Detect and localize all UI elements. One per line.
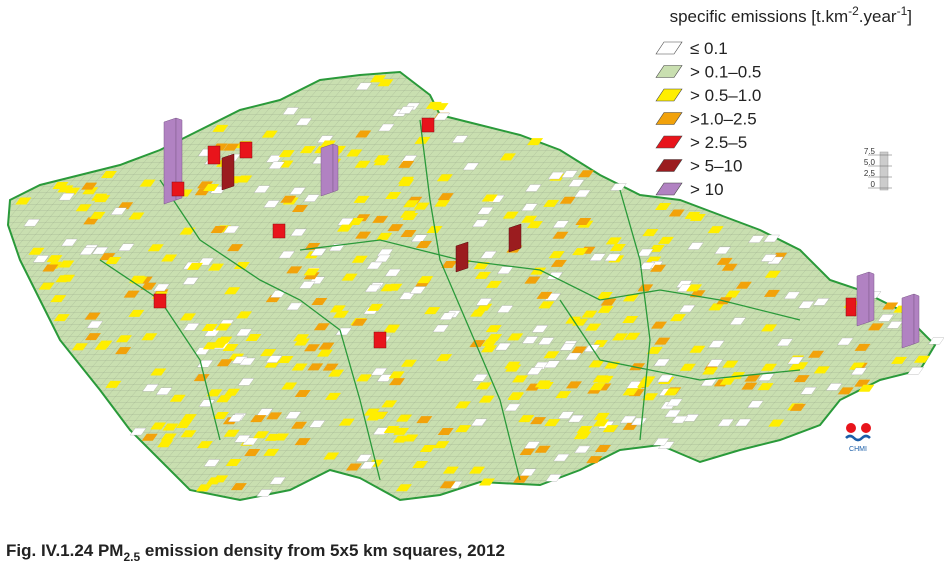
legend-label: > 2.5–5 (690, 133, 747, 152)
logo: CHMI (845, 423, 871, 453)
emission-tiles (15, 75, 944, 497)
legend-label: > 10 (690, 180, 724, 199)
legend-label: > 0.1–0.5 (690, 63, 761, 82)
legend-swatch (655, 182, 683, 196)
legend: ≤ 0.1 > 0.1–0.5 > 0.5–1.0 >1.0–2.5 > 2.5–5 > … (655, 39, 761, 199)
scale-label: 0 (871, 180, 876, 189)
legend-title: specific emissions [t.km-2.year-1] (670, 4, 912, 26)
legend-swatch (655, 88, 683, 102)
emission-bars (153, 117, 920, 349)
legend-swatch (655, 65, 683, 78)
legend-label: ≤ 0.1 (690, 39, 728, 58)
legend-label: >1.0–2.5 (690, 110, 757, 129)
bar-scale: 7.5 5.0 2.5 0 (864, 147, 892, 191)
legend-swatch (655, 135, 683, 149)
legend-label: > 0.5–1.0 (690, 86, 761, 105)
district-borders (99, 119, 801, 481)
scale-label: 7.5 (864, 147, 876, 156)
logo-text: CHMI (849, 446, 867, 453)
legend-swatch (655, 41, 683, 55)
scale-label: 2.5 (864, 169, 876, 178)
legend-label: > 5–10 (690, 157, 742, 176)
scale-label: 5.0 (864, 158, 876, 167)
legend-swatch (655, 159, 683, 172)
caption: Fig. IV.1.24 PM2.5 emission density from… (6, 541, 505, 564)
legend-swatch (655, 112, 683, 125)
